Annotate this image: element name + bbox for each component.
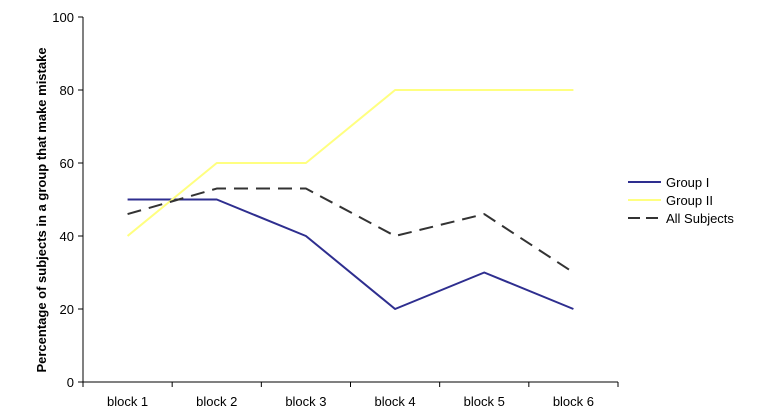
series-line-group-i (127, 198, 574, 310)
x-tick-label: block 1 (107, 394, 148, 409)
x-tick-label: block 4 (374, 394, 415, 409)
y-tick-label: 0 (67, 375, 74, 390)
y-tick-label: 20 (60, 302, 74, 317)
y-tick-label: 100 (52, 10, 74, 25)
y-axis-label: Percentage of subjects in a group that m… (34, 47, 49, 372)
series-line-all-subjects (127, 187, 574, 274)
series-lines (126, 89, 574, 310)
y-tick-label: 80 (60, 83, 74, 98)
legend-label: Group II (666, 193, 713, 208)
x-tick-label: block 2 (196, 394, 237, 409)
legend-label: Group I (666, 175, 709, 190)
y-axis: 0 20 40 60 80 100 Percentage of subjects in a… (34, 10, 84, 390)
legend-item: Group II (628, 193, 713, 208)
series-line-group-ii (126, 89, 574, 237)
x-tick-label: block 3 (285, 394, 326, 409)
x-axis: block 1 block 2 block 3 block 4 block 5 block… (82, 381, 619, 409)
x-tick-label: block 6 (553, 394, 594, 409)
x-tick-label: block 5 (464, 394, 505, 409)
y-tick-label: 40 (60, 229, 74, 244)
legend-item: All Subjects (628, 211, 734, 226)
legend: Group I Group II All Subjects (628, 175, 734, 226)
legend-item: Group I (628, 175, 709, 190)
y-tick-label: 60 (60, 156, 74, 171)
legend-label: All Subjects (666, 211, 734, 226)
